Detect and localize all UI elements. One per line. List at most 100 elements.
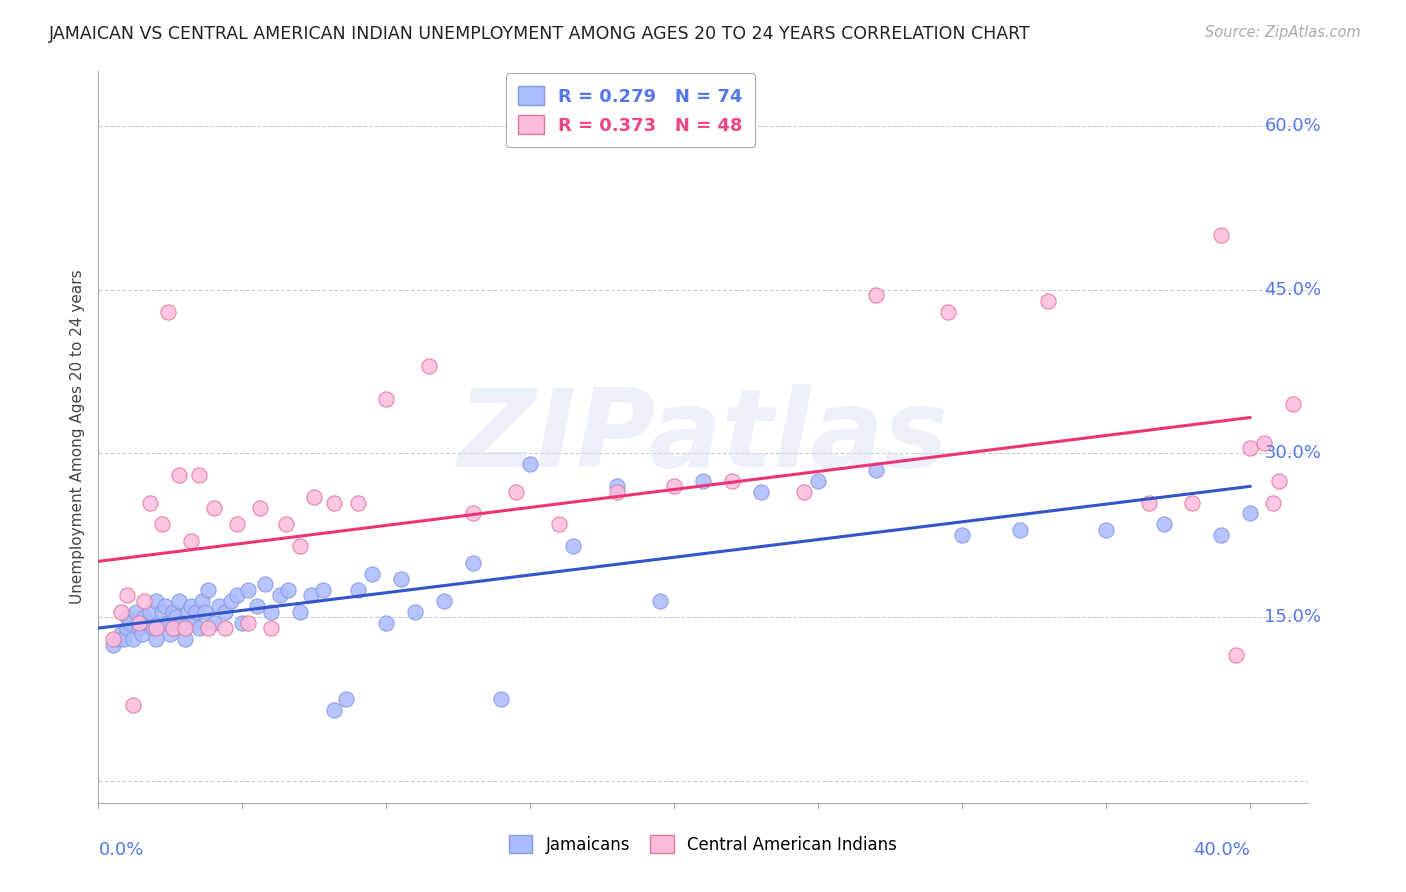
- Point: [346, 582, 368, 597]
- Point: [519, 458, 541, 472]
- Point: [375, 392, 398, 406]
- Point: [197, 582, 219, 597]
- Point: [231, 615, 253, 630]
- Point: [606, 484, 628, 499]
- Point: [865, 463, 887, 477]
- Text: 15.0%: 15.0%: [1264, 608, 1322, 626]
- Point: [122, 632, 145, 646]
- Point: [323, 703, 346, 717]
- Point: [150, 605, 173, 619]
- Point: [214, 605, 236, 619]
- Point: [173, 632, 195, 646]
- Point: [1239, 441, 1261, 455]
- Point: [183, 615, 205, 630]
- Point: [110, 605, 132, 619]
- Point: [269, 588, 291, 602]
- Point: [167, 594, 190, 608]
- Point: [749, 484, 772, 499]
- Point: [720, 474, 742, 488]
- Point: [418, 359, 440, 373]
- Point: [1282, 397, 1305, 411]
- Point: [128, 615, 150, 630]
- Point: [128, 621, 150, 635]
- Point: [491, 692, 513, 706]
- Point: [1008, 523, 1031, 537]
- Point: [288, 539, 311, 553]
- Point: [173, 621, 195, 635]
- Point: [793, 484, 815, 499]
- Point: [246, 599, 269, 614]
- Point: [236, 582, 259, 597]
- Point: [648, 594, 671, 608]
- Point: [1038, 293, 1060, 308]
- Point: [219, 594, 242, 608]
- Point: [162, 605, 184, 619]
- Point: [1211, 528, 1233, 542]
- Point: [274, 517, 297, 532]
- Point: [936, 304, 959, 318]
- Point: [1268, 474, 1291, 488]
- Point: [139, 605, 162, 619]
- Point: [562, 539, 585, 553]
- Point: [1181, 495, 1204, 509]
- Point: [389, 572, 412, 586]
- Point: [375, 615, 398, 630]
- Point: [134, 610, 156, 624]
- Point: [260, 605, 283, 619]
- Point: [145, 621, 167, 635]
- Point: [606, 479, 628, 493]
- Point: [1253, 435, 1275, 450]
- Point: [664, 479, 686, 493]
- Point: [254, 577, 277, 591]
- Point: [131, 626, 153, 640]
- Point: [150, 517, 173, 532]
- Point: [156, 615, 179, 630]
- Point: [225, 588, 247, 602]
- Point: [153, 599, 176, 614]
- Point: [156, 304, 179, 318]
- Point: [139, 495, 162, 509]
- Point: [122, 698, 145, 712]
- Point: [1137, 495, 1160, 509]
- Point: [236, 615, 259, 630]
- Point: [115, 621, 138, 635]
- Text: 30.0%: 30.0%: [1264, 444, 1322, 462]
- Point: [1239, 507, 1261, 521]
- Point: [260, 621, 283, 635]
- Point: [162, 621, 184, 635]
- Y-axis label: Unemployment Among Ages 20 to 24 years: Unemployment Among Ages 20 to 24 years: [69, 269, 84, 605]
- Point: [180, 599, 202, 614]
- Point: [167, 468, 190, 483]
- Point: [142, 621, 165, 635]
- Point: [176, 605, 198, 619]
- Point: [346, 495, 368, 509]
- Point: [194, 605, 217, 619]
- Point: [202, 501, 225, 516]
- Legend: Jamaicans, Central American Indians: Jamaicans, Central American Indians: [502, 829, 904, 860]
- Point: [115, 588, 138, 602]
- Point: [145, 632, 167, 646]
- Point: [125, 605, 148, 619]
- Point: [404, 605, 426, 619]
- Point: [115, 610, 138, 624]
- Point: [505, 484, 527, 499]
- Point: [301, 588, 323, 602]
- Point: [202, 615, 225, 630]
- Point: [186, 605, 208, 619]
- Point: [107, 632, 129, 646]
- Point: [1225, 648, 1247, 663]
- Point: [249, 501, 271, 516]
- Point: [304, 490, 326, 504]
- Point: [188, 468, 211, 483]
- Point: [145, 594, 167, 608]
- Point: [188, 621, 211, 635]
- Text: Source: ZipAtlas.com: Source: ZipAtlas.com: [1205, 25, 1361, 40]
- Point: [1153, 517, 1175, 532]
- Point: [208, 599, 231, 614]
- Point: [134, 594, 156, 608]
- Point: [165, 610, 187, 624]
- Text: 60.0%: 60.0%: [1264, 117, 1322, 135]
- Point: [110, 626, 132, 640]
- Text: 40.0%: 40.0%: [1194, 841, 1250, 859]
- Point: [323, 495, 346, 509]
